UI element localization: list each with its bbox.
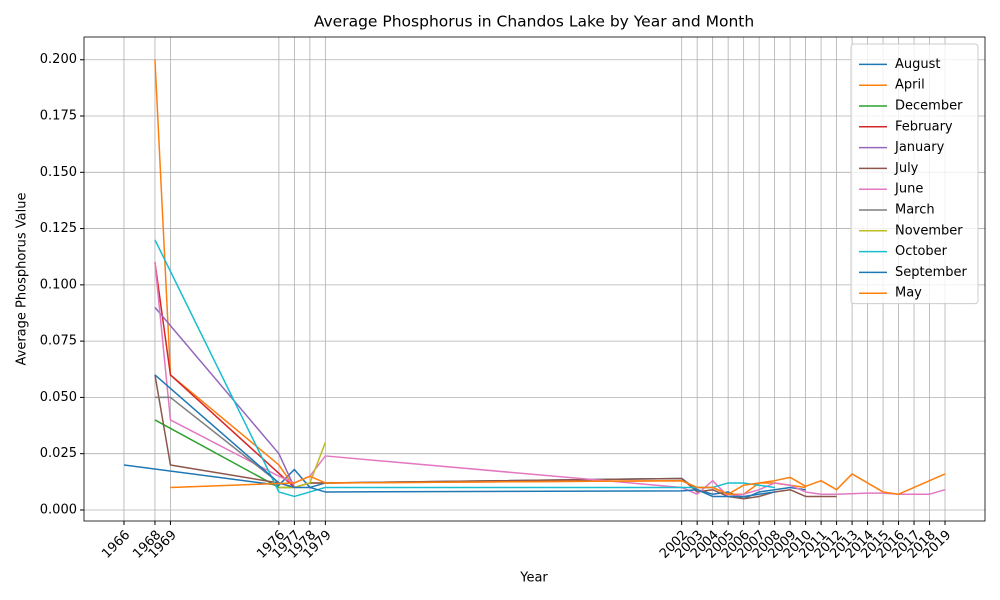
legend-label: January [894, 140, 945, 155]
series-line [154, 262, 295, 489]
y-tick-label: 0.125 [40, 221, 77, 236]
series-line [123, 464, 806, 500]
y-tick-label: 0.175 [40, 109, 77, 124]
legend-label: May [895, 286, 922, 301]
y-tick-label: 0.050 [40, 390, 77, 405]
legend-label: August [895, 57, 941, 72]
y-axis-label: Average Phosphorus Value [15, 193, 30, 366]
series-line [154, 374, 775, 498]
y-tick-label: 0.025 [40, 446, 77, 461]
axes-frame [83, 36, 986, 522]
legend-label: October [895, 244, 948, 259]
y-tick-label: 0.150 [40, 165, 77, 180]
x-axis-label: Year [519, 571, 548, 586]
legend-label: April [895, 78, 925, 93]
legend-label: June [894, 182, 923, 197]
series-line [154, 306, 296, 488]
y-tick-label: 0.075 [40, 334, 77, 349]
legend-label: November [895, 223, 963, 238]
series-line [170, 473, 946, 495]
legend-label: March [895, 203, 935, 218]
legend: August April December February January July Ju… [850, 43, 979, 305]
series-line [154, 239, 775, 498]
legend-box [850, 43, 979, 305]
y-tick-label: 0.000 [40, 502, 77, 517]
series-line [278, 442, 327, 489]
legend-label: July [894, 161, 919, 176]
legend-label: September [895, 265, 968, 280]
chart-title: Average Phosphorus in Chandos Lake by Ye… [314, 13, 754, 31]
legend-label: December [895, 99, 963, 114]
y-tick-label: 0.200 [40, 52, 77, 67]
legend-label: February [895, 119, 953, 134]
y-tick-label: 0.100 [40, 277, 77, 292]
